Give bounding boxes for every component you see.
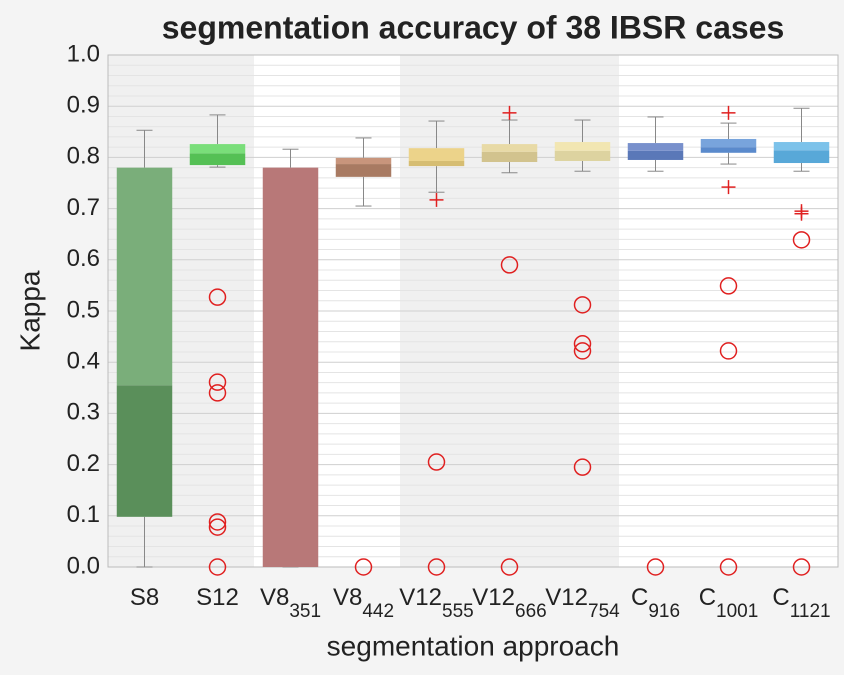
category-name: V12: [545, 584, 588, 611]
category-subscript: 1121: [790, 601, 831, 622]
y-tick-label: 0.8: [67, 143, 100, 170]
box-lower: [408, 160, 465, 167]
outlier-circle: [719, 277, 738, 295]
box-upper: [408, 148, 465, 161]
y-tick-label: 0.6: [67, 245, 100, 272]
x-tick-label: V12754: [545, 584, 620, 622]
outlier-circle: [427, 453, 446, 471]
y-tick-label: 0.7: [67, 194, 100, 221]
outlier-circle: [573, 335, 592, 353]
category-name: C: [772, 584, 789, 611]
box-lower: [627, 150, 684, 160]
y-tick-label: 1.0: [67, 40, 100, 67]
outlier-circle: [208, 518, 227, 536]
outlier-circle: [354, 558, 373, 576]
x-tick-label: V12555: [399, 584, 473, 622]
y-tick-label: 0.9: [67, 92, 100, 119]
outlier-plus: [794, 206, 809, 221]
x-tick-label: S8: [130, 584, 159, 611]
outlier-circle: [646, 558, 665, 576]
category-name: S8: [130, 584, 159, 611]
outlier-plus: [721, 180, 736, 195]
category-subscript: 442: [362, 601, 394, 622]
category-subscript: 916: [648, 601, 680, 622]
category-subscript: 1001: [716, 601, 758, 622]
chart-title: segmentation accuracy of 38 IBSR cases: [162, 9, 785, 45]
box-upper: [189, 144, 246, 154]
x-tick-label: S12: [196, 584, 239, 611]
outlier-circle: [208, 384, 227, 402]
box-upper: [335, 157, 392, 165]
y-tick-label: 0.2: [67, 450, 100, 477]
box-lower: [335, 164, 392, 177]
x-axis-label: segmentation approach: [327, 630, 620, 661]
category-subscript: 555: [442, 601, 474, 622]
y-tick-label: 0.0: [67, 552, 100, 579]
outlier-circle: [208, 513, 227, 531]
outlier-circle: [719, 558, 738, 576]
outlier-circle: [792, 231, 811, 249]
x-tick-label: C1121: [772, 584, 830, 622]
category-subscript: 351: [289, 601, 321, 622]
outlier-plus: [502, 105, 517, 120]
box-lower: [262, 167, 319, 567]
category-name: S12: [196, 584, 239, 611]
category-subscript: 666: [515, 601, 547, 622]
outlier-circle: [573, 458, 592, 476]
category-name: C: [699, 584, 716, 611]
category-name: V8: [333, 584, 362, 611]
y-tick-label: 0.1: [67, 501, 100, 528]
category-name: C: [631, 584, 648, 611]
outlier-circle: [573, 342, 592, 360]
outlier-plus: [429, 192, 444, 207]
plot-border: [107, 54, 839, 568]
box-upper: [627, 143, 684, 151]
outlier-circle: [208, 558, 227, 576]
box-lower: [481, 151, 538, 163]
category-subscript: 754: [588, 601, 620, 622]
x-tick-label: V12666: [472, 584, 546, 622]
box-upper: [700, 138, 757, 148]
box-upper: [554, 142, 611, 151]
outlier-circle: [719, 342, 738, 360]
outlier-circle: [500, 256, 519, 274]
box-lower: [116, 385, 173, 517]
outlier-circle: [500, 558, 519, 576]
category-name: V12: [399, 584, 442, 611]
box-lower: [700, 147, 757, 153]
box-upper: [773, 142, 830, 151]
y-axis-label: Kappa: [14, 270, 45, 351]
category-name: V8: [260, 584, 289, 611]
box-lower: [773, 150, 830, 164]
y-tick-label: 0.5: [67, 296, 100, 323]
x-tick-label: V8351: [260, 584, 321, 622]
x-tick-label: V8442: [333, 584, 394, 622]
outlier-circle: [792, 558, 811, 576]
y-tick-label: 0.3: [67, 399, 100, 426]
box-lower: [189, 153, 246, 166]
box-lower: [554, 150, 611, 161]
x-tick-label: C916: [631, 584, 680, 622]
x-tick-label: C1001: [699, 584, 759, 622]
outlier-plus: [721, 105, 736, 120]
box-upper: [116, 167, 173, 386]
outlier-circle: [573, 296, 592, 314]
outlier-circle: [208, 373, 227, 391]
box-upper: [481, 144, 538, 152]
outlier-circle: [208, 288, 227, 306]
category-name: V12: [472, 584, 515, 611]
y-tick-label: 0.4: [67, 348, 100, 375]
outlier-circle: [427, 558, 446, 576]
